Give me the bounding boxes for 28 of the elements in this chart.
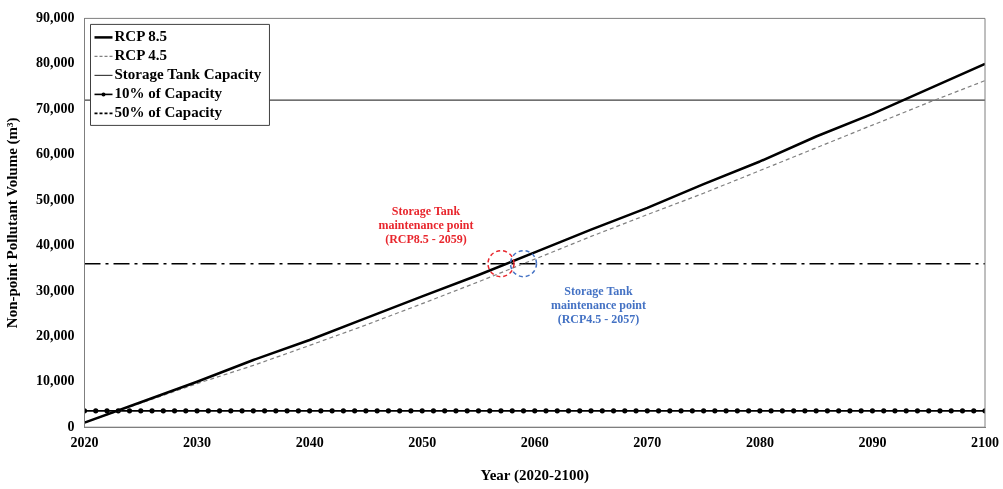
x-tick-label: 2020 — [70, 435, 99, 451]
y-tick-label: 20,000 — [36, 327, 75, 343]
x-axis-title: Year (2020-2100) — [480, 466, 589, 484]
x-tick-label: 2070 — [633, 435, 662, 451]
legend-label: 50% of Capacity — [114, 104, 223, 121]
legend-label: 10% of Capacity — [114, 85, 223, 102]
x-tick-label: 2080 — [745, 435, 774, 451]
legend-label: Storage Tank Capacity — [114, 66, 262, 83]
x-tick-label: 2090 — [858, 435, 887, 451]
y-tick-label: 60,000 — [36, 146, 75, 162]
y-tick-label: 0 — [67, 418, 75, 434]
x-tick-label: 2100 — [971, 435, 999, 451]
y-tick-label: 40,000 — [36, 237, 75, 253]
y-tick-label: 70,000 — [36, 100, 75, 116]
x-tick-label: 2050 — [408, 435, 437, 451]
y-tick-label: 80,000 — [36, 55, 75, 71]
y-tick-label: 90,000 — [36, 10, 75, 26]
legend-label: RCP 8.5 — [114, 28, 167, 45]
x-tick-label: 2060 — [520, 435, 549, 451]
y-tick-label: 10,000 — [36, 373, 75, 389]
y-axis-title: Non-point Pollutant Volume (m³) — [3, 117, 21, 329]
legend-label: RCP 4.5 — [114, 47, 167, 64]
annotation: Storage Tank maintenance point (RCP8.5 - 2059) — [378, 203, 474, 246]
x-tick-label: 2040 — [295, 435, 324, 451]
y-tick-label: 50,000 — [36, 191, 75, 207]
annotation: Storage Tank maintenance point (RCP4.5 - 2057) — [550, 283, 646, 326]
y-tick-label: 30,000 — [36, 282, 75, 298]
x-tick-label: 2030 — [183, 435, 212, 451]
